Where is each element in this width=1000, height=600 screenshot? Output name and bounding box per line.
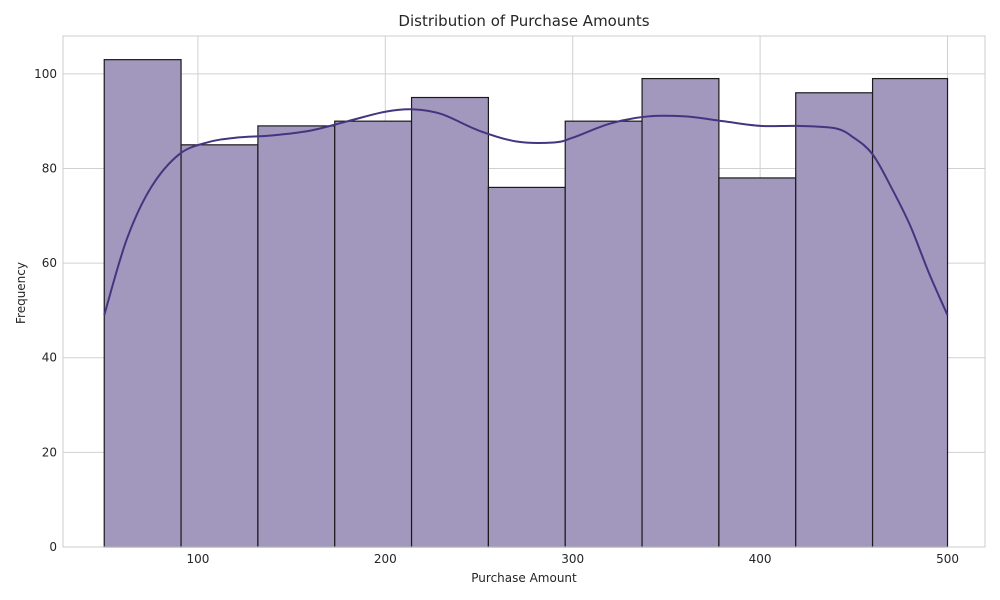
histogram-bar [103,59,182,548]
histogram-bar [795,92,874,548]
kde-curve [103,108,949,316]
bar-layer [103,59,949,548]
histogram-bar [180,144,259,548]
y-tick-label: 20 [42,445,57,459]
histogram-bar [257,125,336,548]
chart-title: Distribution of Purchase Amounts [398,12,649,30]
x-axis-label: Purchase Amount [471,571,577,585]
kde-layer [103,108,949,316]
histogram-bar [641,77,720,548]
histogram-bar [410,96,489,548]
plot-frame [62,35,986,548]
x-tick-label: 100 [186,552,209,566]
histogram-bar [871,77,949,548]
histogram-bar [334,120,413,548]
x-tick-label: 200 [374,552,397,566]
y-tick-label: 80 [42,161,57,175]
histogram-bar [718,177,797,548]
y-tick-label: 0 [49,540,57,554]
y-tick-label: 40 [42,351,57,365]
y-axis-label: Frequency [14,262,28,324]
histogram-bar [564,120,643,548]
x-tick-label: 400 [749,552,772,566]
x-tick-label: 500 [936,552,959,566]
y-tick-label: 60 [42,256,57,270]
histogram-bar [487,186,566,548]
x-tick-label: 300 [561,552,584,566]
y-tick-label: 100 [34,67,57,81]
tick-layer: 100 200 300 400 500 0 20 40 60 80 100 [34,67,959,566]
